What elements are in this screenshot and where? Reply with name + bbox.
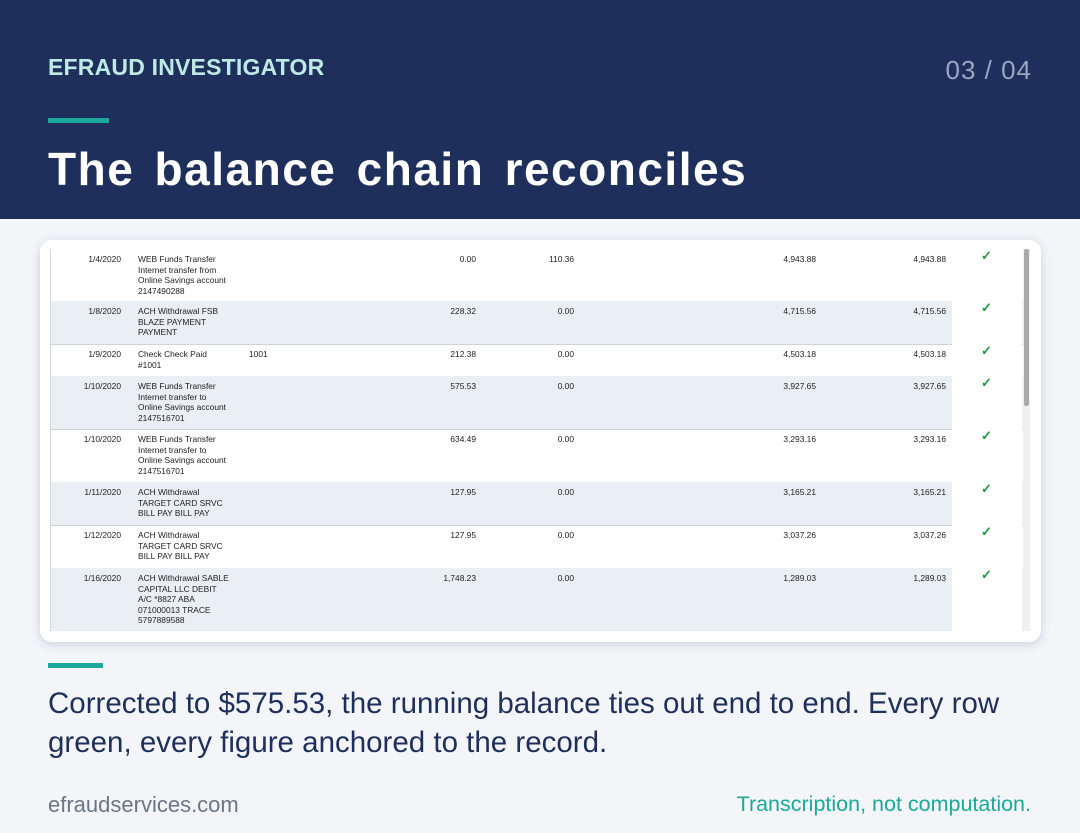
row-balance: 3,927.65: [783, 381, 816, 391]
row-credit: 0.00: [557, 381, 574, 391]
row-credit: 0.00: [557, 573, 574, 583]
row-status-cell: ✓: [952, 429, 1022, 482]
row-description: WEB Funds Transfer Internet transfer to …: [138, 434, 226, 476]
row-computed-balance: 4,715.56: [913, 306, 946, 316]
table-row: 1/10/2020 WEB Funds Transfer Internet tra…: [51, 376, 1023, 430]
row-balance: 1,289.03: [783, 573, 816, 583]
checkmark-icon: ✓: [981, 249, 992, 263]
row-computed-balance: 4,943.88: [913, 254, 946, 264]
checkmark-icon: ✓: [981, 481, 992, 496]
checkmark-icon: ✓: [981, 375, 992, 390]
row-debit: 127.95: [450, 487, 476, 497]
row-status-cell: ✓: [952, 376, 1022, 429]
brand-name: EFRAUD INVESTIGATOR: [48, 54, 325, 80]
row-status-cell: ✓: [952, 568, 1022, 631]
row-status-cell: ✓: [952, 249, 1022, 301]
header-banner: EFRAUD INVESTIGATOR 03 / 04 The balance …: [0, 0, 1080, 219]
checkmark-icon: ✓: [981, 567, 992, 582]
row-credit: 0.00: [557, 487, 574, 497]
row-debit: 634.49: [450, 434, 476, 444]
accent-divider: [48, 118, 109, 123]
row-description: WEB Funds Transfer Internet transfer fro…: [138, 254, 226, 296]
row-description: ACH Withdrawal TARGET CARD SRVC BILL PAY…: [138, 530, 223, 561]
row-date: 1/9/2020: [88, 349, 121, 359]
row-computed-balance: 3,037.26: [913, 530, 946, 540]
table-row: 1/9/2020 Check Check Paid #1001 1001 212.38…: [51, 344, 1023, 377]
row-status-cell: ✓: [952, 301, 1022, 344]
row-description: ACH Withdrawal SABLE CAPITAL LLC DEBIT A…: [138, 573, 229, 625]
row-computed-balance: 4,503.18: [913, 349, 946, 359]
row-description: ACH Withdrawal TARGET CARD SRVC BILL PAY…: [138, 487, 223, 518]
table-row: 1/11/2020 ACH Withdrawal TARGET CARD SRVC…: [51, 482, 1023, 526]
row-credit: 0.00: [557, 434, 574, 444]
row-date: 1/10/2020: [83, 381, 121, 391]
row-debit: 1,748.23: [443, 573, 476, 583]
scrollbar-thumb[interactable]: [1024, 249, 1029, 406]
row-balance: 3,165.21: [783, 487, 816, 497]
page-indicator: 03 / 04: [945, 55, 1032, 85]
table-row: 1/8/2020 ACH Withdrawal FSB BLAZE PAYMENT…: [51, 301, 1023, 345]
row-date: 1/12/2020: [83, 530, 121, 540]
row-balance: 3,293.16: [783, 434, 816, 444]
checkmark-icon: ✓: [981, 343, 992, 358]
row-debit: 575.53: [450, 381, 476, 391]
table-row: 1/4/2020 WEB Funds Transfer Internet tran…: [51, 249, 1023, 302]
ledger-table: 1/4/2020 WEB Funds Transfer Internet tran…: [50, 249, 1023, 631]
row-description: ACH Withdrawal FSB BLAZE PAYMENT PAYMENT: [138, 306, 219, 337]
table-row: 1/12/2020 ACH Withdrawal TARGET CARD SRVC…: [51, 525, 1023, 569]
row-debit: 0.00: [459, 254, 476, 264]
row-balance: 4,943.88: [783, 254, 816, 264]
row-credit: 0.00: [557, 306, 574, 316]
row-balance: 4,715.56: [783, 306, 816, 316]
row-date: 1/16/2020: [83, 573, 121, 583]
footer-website: efraudservices.com: [48, 792, 239, 817]
caption-accent-divider: [48, 663, 103, 668]
ledger-scrollbar[interactable]: [1023, 249, 1030, 631]
row-credit: 0.00: [557, 530, 574, 540]
caption-text: Corrected to $575.53, the running balanc…: [48, 687, 1000, 759]
row-status-cell: ✓: [952, 482, 1022, 525]
row-date: 1/8/2020: [88, 306, 121, 316]
row-computed-balance: 3,165.21: [913, 487, 946, 497]
row-status-cell: ✓: [952, 344, 1022, 376]
checkmark-icon: ✓: [981, 428, 992, 443]
table-row: 1/10/2020 WEB Funds Transfer Internet tra…: [51, 429, 1023, 483]
row-computed-balance: 1,289.03: [913, 573, 946, 583]
row-date: 1/4/2020: [88, 254, 121, 264]
row-debit: 212.38: [450, 349, 476, 359]
row-description: Check Check Paid #1001: [138, 349, 207, 370]
table-row: 1/16/2020 ACH Withdrawal SABLE CAPITAL LL…: [51, 568, 1023, 631]
ledger-screenshot-card: 1/4/2020 WEB Funds Transfer Internet tran…: [40, 240, 1041, 642]
row-balance: 4,503.18: [783, 349, 816, 359]
page-title: The balance chain reconciles: [48, 143, 748, 195]
row-debit: 127.95: [450, 530, 476, 540]
row-status-cell: ✓: [952, 525, 1022, 568]
row-computed-balance: 3,293.16: [913, 434, 946, 444]
row-date: 1/10/2020: [83, 434, 121, 444]
footer-tagline: Transcription, not computation.: [736, 792, 1031, 816]
row-check-number: 1001: [249, 349, 268, 359]
checkmark-icon: ✓: [981, 300, 992, 315]
row-credit: 0.00: [557, 349, 574, 359]
row-computed-balance: 3,927.65: [913, 381, 946, 391]
row-date: 1/11/2020: [84, 487, 121, 497]
row-balance: 3,037.26: [783, 530, 816, 540]
row-debit: 228.32: [450, 306, 476, 316]
row-credit: 110.36: [549, 254, 574, 264]
row-description: WEB Funds Transfer Internet transfer to …: [138, 381, 226, 423]
checkmark-icon: ✓: [981, 524, 992, 539]
